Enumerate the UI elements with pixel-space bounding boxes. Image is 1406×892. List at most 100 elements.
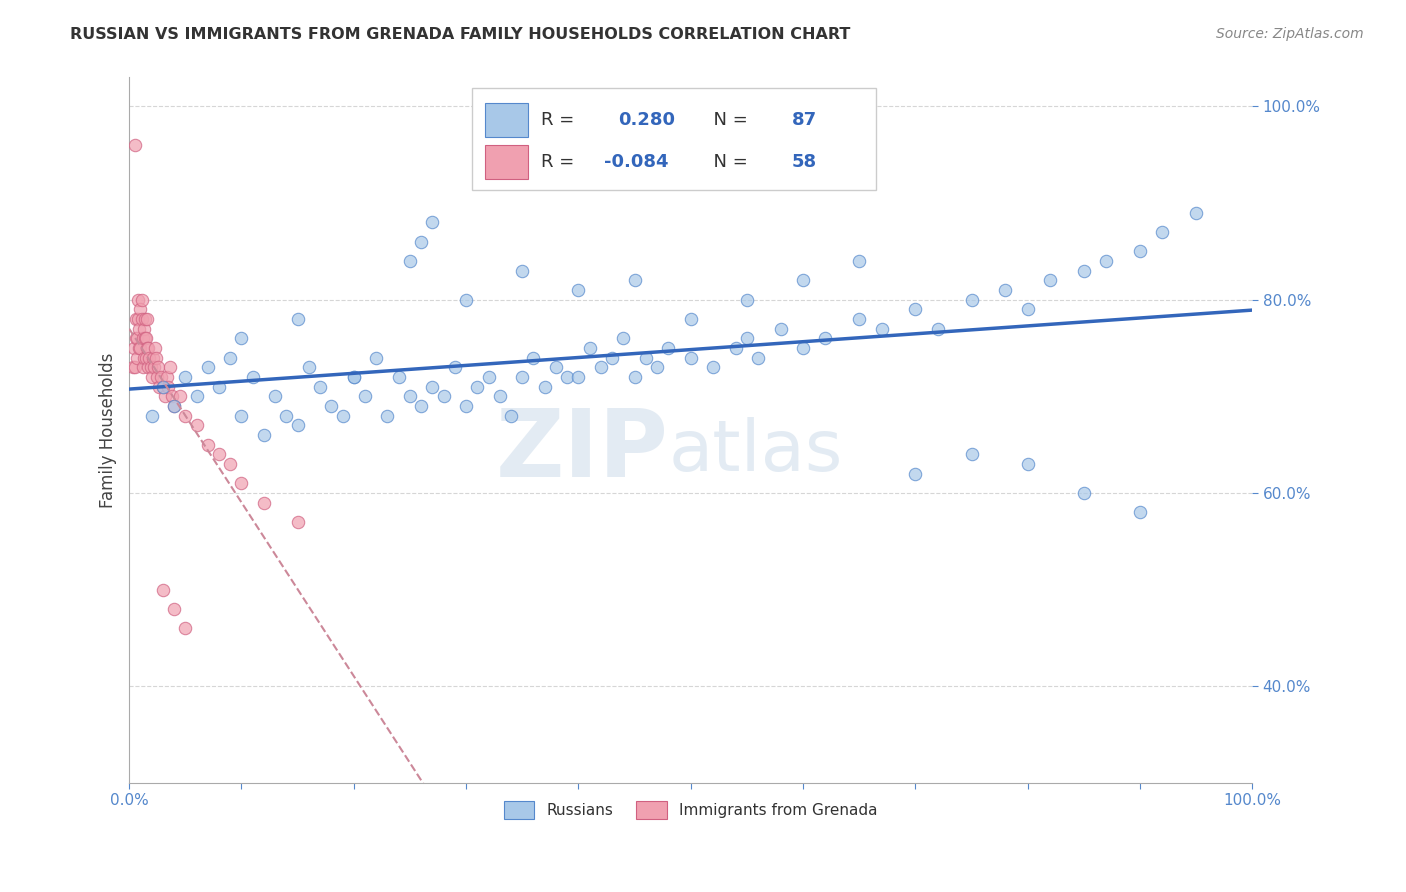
Point: [465, 380, 488, 394]
Text: 0.280: 0.280: [617, 111, 675, 128]
Point: [131, 293, 153, 307]
Point: [231, 331, 253, 345]
Point: [131, 312, 153, 326]
Point: [679, 312, 702, 326]
Point: [388, 370, 411, 384]
Point: [219, 351, 242, 365]
Point: [148, 380, 170, 394]
Point: [792, 273, 814, 287]
Point: [343, 370, 366, 384]
Point: [544, 360, 567, 375]
Point: [276, 409, 298, 423]
Point: [186, 389, 208, 403]
Point: [136, 360, 159, 375]
Point: [904, 302, 927, 317]
Point: [510, 370, 533, 384]
Text: RUSSIAN VS IMMIGRANTS FROM GRENADA FAMILY HOUSEHOLDS CORRELATION CHART: RUSSIAN VS IMMIGRANTS FROM GRENADA FAMIL…: [70, 27, 851, 42]
Point: [253, 428, 276, 442]
Point: [1073, 486, 1095, 500]
Text: -0.084: -0.084: [605, 153, 669, 171]
Point: [231, 409, 253, 423]
Text: Source: ZipAtlas.com: Source: ZipAtlas.com: [1216, 27, 1364, 41]
Point: [287, 418, 309, 433]
Point: [125, 331, 148, 345]
Point: [135, 351, 157, 365]
Point: [927, 322, 949, 336]
Point: [125, 312, 148, 326]
Point: [128, 341, 150, 355]
Point: [735, 331, 758, 345]
Point: [411, 235, 433, 249]
Point: [1017, 302, 1039, 317]
Point: [152, 582, 174, 597]
Point: [174, 409, 197, 423]
Point: [141, 409, 163, 423]
Point: [124, 360, 146, 375]
Point: [163, 602, 186, 616]
Point: [132, 351, 155, 365]
Point: [125, 351, 148, 365]
FancyBboxPatch shape: [485, 145, 527, 179]
Point: [121, 360, 143, 375]
Point: [433, 389, 456, 403]
Point: [456, 399, 478, 413]
Point: [702, 360, 724, 375]
Point: [124, 138, 146, 153]
Point: [657, 341, 679, 355]
Point: [612, 331, 634, 345]
Point: [456, 293, 478, 307]
Point: [143, 341, 166, 355]
Point: [904, 467, 927, 481]
Point: [131, 360, 153, 375]
Point: [1039, 273, 1062, 287]
Point: [127, 312, 149, 326]
Point: [724, 341, 747, 355]
Point: [135, 331, 157, 345]
Point: [219, 457, 242, 471]
Point: [645, 360, 668, 375]
Point: [142, 351, 165, 365]
Point: [623, 273, 645, 287]
Point: [399, 389, 422, 403]
Point: [163, 399, 186, 413]
Point: [287, 312, 309, 326]
Point: [163, 399, 186, 413]
Point: [139, 360, 162, 375]
Y-axis label: Family Households: Family Households: [100, 352, 117, 508]
Point: [129, 302, 152, 317]
Point: [157, 380, 180, 394]
Point: [1017, 457, 1039, 471]
Point: [146, 370, 169, 384]
Point: [153, 389, 176, 403]
Point: [555, 370, 578, 384]
Point: [132, 322, 155, 336]
Point: [122, 341, 145, 355]
Point: [160, 389, 183, 403]
Point: [792, 341, 814, 355]
Point: [510, 264, 533, 278]
Point: [444, 360, 467, 375]
Text: R =: R =: [541, 111, 586, 128]
Point: [136, 341, 159, 355]
Point: [208, 380, 231, 394]
Point: [623, 370, 645, 384]
Point: [134, 331, 156, 345]
Point: [1095, 254, 1118, 268]
Point: [169, 389, 191, 403]
FancyBboxPatch shape: [472, 88, 876, 190]
Point: [960, 293, 983, 307]
Point: [186, 418, 208, 433]
Point: [136, 341, 159, 355]
Point: [174, 621, 197, 635]
FancyBboxPatch shape: [485, 103, 527, 136]
Point: [138, 351, 160, 365]
Point: [499, 409, 522, 423]
Point: [814, 331, 837, 345]
Point: [131, 331, 153, 345]
Point: [488, 389, 510, 403]
Point: [197, 438, 219, 452]
Text: R =: R =: [541, 153, 581, 171]
Point: [208, 447, 231, 461]
Point: [578, 341, 600, 355]
Point: [148, 360, 170, 375]
